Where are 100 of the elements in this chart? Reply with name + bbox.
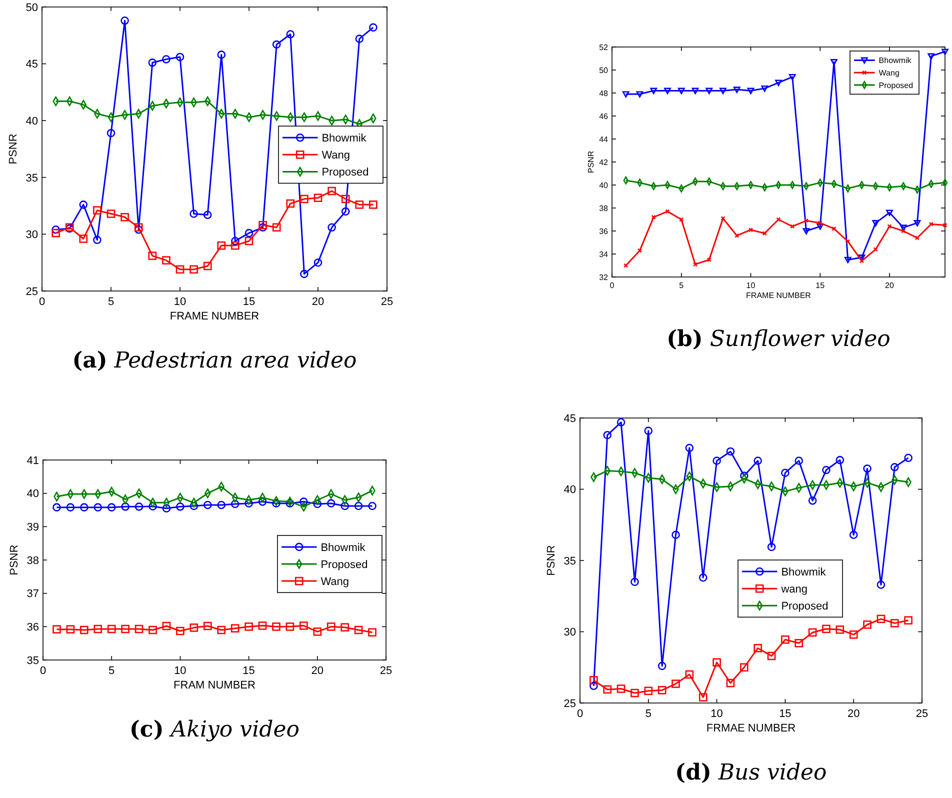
legend-label: Bhowmik: [781, 566, 826, 578]
point: [340, 502, 349, 510]
point: [665, 209, 670, 214]
x-tick-label: 20: [885, 281, 894, 290]
point: [244, 228, 254, 238]
point: [644, 426, 653, 435]
y-tick-label: 46: [599, 112, 609, 121]
point: [148, 252, 157, 260]
point: [720, 216, 726, 221]
point: [120, 213, 129, 222]
point: [844, 256, 852, 264]
point: [706, 257, 712, 262]
point: [658, 662, 666, 670]
point: [590, 676, 598, 684]
point: [942, 48, 948, 56]
point: [849, 530, 858, 539]
point: [340, 623, 349, 632]
point: [822, 466, 830, 474]
point: [733, 86, 740, 93]
point: [326, 622, 336, 631]
point: [244, 622, 253, 631]
y-axis-title: PSNR: [586, 150, 596, 174]
legend-label: Proposed: [878, 80, 914, 90]
point: [636, 91, 644, 98]
y-tick-label: 40: [564, 484, 576, 496]
point: [781, 635, 790, 644]
y-tick-label: 40: [26, 488, 39, 500]
point: [121, 502, 130, 511]
point: [369, 200, 378, 209]
x-tick-label: 20: [311, 665, 324, 677]
point: [809, 480, 816, 490]
point: [836, 456, 844, 464]
x-tick-label: 0: [610, 281, 615, 290]
point: [878, 482, 884, 492]
y-tick-label: 36: [599, 226, 609, 236]
point: [914, 236, 920, 240]
y-tick-label: 45: [26, 58, 38, 71]
point: [258, 220, 267, 230]
point: [313, 500, 322, 508]
y-tick-label: 52: [599, 42, 609, 52]
point: [788, 74, 796, 80]
point: [876, 614, 886, 624]
point: [886, 210, 893, 216]
x-tick-label: 10: [174, 665, 186, 677]
point: [80, 626, 88, 634]
point: [93, 206, 102, 214]
point: [876, 580, 886, 589]
point: [314, 111, 322, 121]
point: [79, 200, 88, 209]
point: [712, 658, 721, 667]
point: [802, 228, 810, 234]
point: [678, 88, 685, 94]
point: [836, 625, 844, 634]
x-tick-label: 10: [746, 281, 756, 290]
point: [217, 626, 226, 634]
text: (a) Pedestrian area video: [72, 347, 357, 374]
y-tick-label: 50: [599, 66, 609, 75]
point: [203, 210, 212, 220]
point: [698, 693, 708, 702]
x-tick-label: 20: [847, 708, 860, 720]
x-tick-label: 20: [312, 296, 324, 308]
y-tick-label: 39: [26, 522, 39, 534]
point: [134, 502, 144, 511]
y-tick-label: 44: [599, 134, 609, 144]
point: [890, 619, 899, 628]
y-tick-label: 25: [564, 698, 576, 710]
legend-label: Wang: [320, 576, 350, 588]
point: [740, 472, 748, 480]
point: [863, 620, 872, 629]
point: [217, 500, 226, 510]
point: [52, 625, 61, 634]
point: [872, 220, 880, 226]
point: [300, 622, 308, 630]
point: [134, 226, 143, 234]
point: [830, 59, 838, 66]
point: [162, 256, 170, 264]
point: [190, 624, 198, 632]
point: [886, 183, 892, 192]
x-tick-label: 25: [380, 665, 392, 677]
legend-label: Bhowmik: [320, 542, 366, 554]
point: [859, 258, 864, 264]
point: [272, 622, 280, 631]
y-tick-label: 48: [599, 88, 609, 98]
point: [134, 624, 144, 634]
legend-label: Bhowmik: [322, 132, 367, 144]
point: [734, 233, 740, 238]
x-axis-title: FRAM NUMBER: [174, 679, 256, 692]
y-tick-label: 36: [26, 622, 39, 634]
point: [664, 88, 671, 94]
point: [692, 262, 698, 267]
point: [616, 684, 626, 693]
legend-label: Wang: [878, 68, 900, 78]
legend-label: Proposed: [322, 166, 369, 179]
point: [781, 468, 790, 478]
point: [148, 58, 157, 67]
point: [121, 624, 130, 634]
point: [244, 236, 254, 246]
point: [658, 686, 666, 694]
point: [808, 628, 817, 637]
y-tick-label: 40: [26, 115, 38, 128]
